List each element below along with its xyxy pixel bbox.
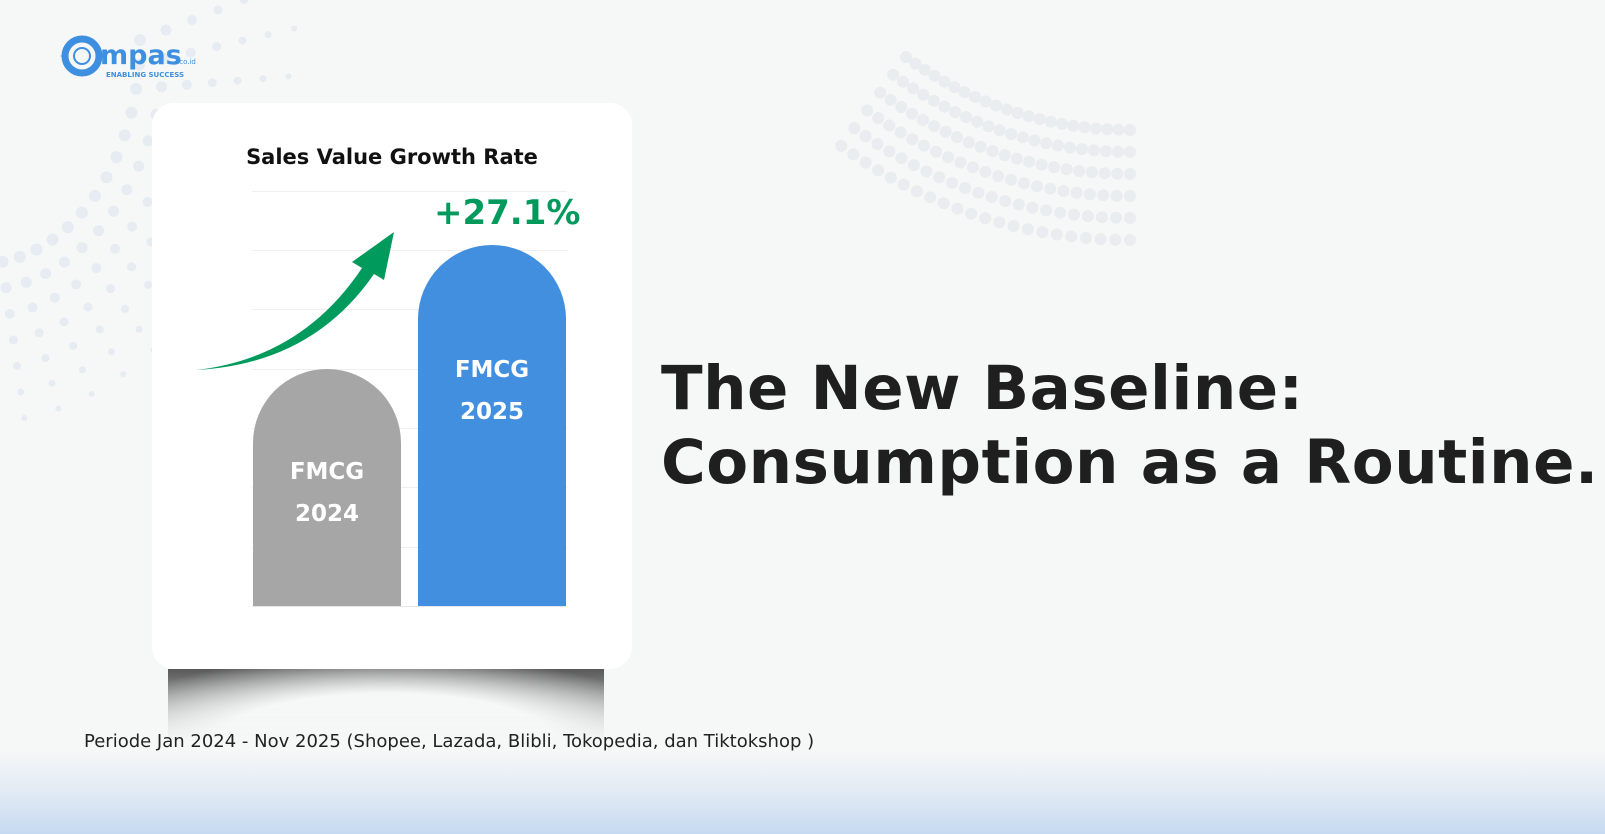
baseline	[252, 606, 567, 607]
bar-fmcg-2024: FMCG 2024	[253, 369, 401, 606]
gridline	[252, 428, 567, 429]
chart-card: Sales Value Growth Rate FMCG 2024 FMCG 2…	[152, 103, 632, 669]
gridline	[252, 250, 567, 251]
svg-text:ENABLING SUCCESS: ENABLING SUCCESS	[106, 71, 184, 79]
gridline	[252, 547, 567, 548]
gridline	[252, 487, 567, 488]
svg-text:.co.id: .co.id	[177, 58, 196, 66]
bar-label: FMCG	[454, 357, 530, 383]
footnote: Periode Jan 2024 - Nov 2025 (Shopee, Laz…	[84, 731, 815, 752]
bar-label: 2025	[459, 399, 524, 425]
headline: The New Baseline: Consumption as a Routi…	[661, 352, 1599, 500]
growth-arrow-icon	[196, 232, 394, 370]
svg-text:mpas: mpas	[100, 40, 182, 71]
chart-title: Sales Value Growth Rate	[246, 145, 538, 169]
headline-line: Consumption as a Routine.	[661, 427, 1599, 498]
gridline	[252, 191, 567, 192]
bar-label: FMCG	[289, 459, 365, 485]
headline-line: The New Baseline:	[661, 353, 1304, 424]
bar-fmcg-2025: FMCG 2025	[418, 245, 566, 606]
bar-label: 2024	[294, 501, 359, 527]
gridline	[252, 309, 567, 310]
card-shadow	[168, 669, 604, 741]
compas-logo: mpas .co.id ENABLING SUCCESS	[56, 34, 206, 88]
gridline	[252, 369, 567, 370]
growth-annotation: +27.1%	[434, 193, 581, 233]
